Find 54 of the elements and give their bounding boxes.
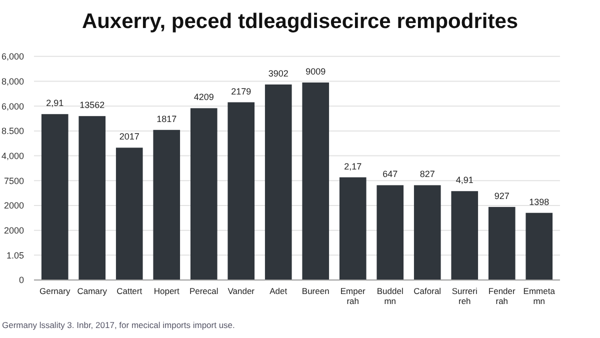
x-tick-label: Fender rah	[488, 286, 516, 306]
text: 2000	[4, 225, 24, 236]
annotation: 3902	[268, 68, 288, 78]
bar	[526, 212, 553, 280]
bar	[190, 108, 218, 280]
x-tick-label: Buddel mn	[376, 286, 404, 306]
x-tick-label: Emmeta mn	[523, 286, 556, 306]
bar	[339, 177, 366, 280]
chart-title: Auxerry, peced tdleagdisecirce rempodrites	[82, 10, 518, 33]
bar	[376, 185, 404, 280]
x-tick-label: Cattert	[116, 286, 143, 296]
annotation: 1817	[156, 114, 177, 124]
text: 2000	[4, 200, 24, 211]
annotation: 4209	[194, 92, 214, 102]
bar	[414, 185, 441, 280]
bar	[116, 148, 143, 280]
annotation: 9009	[306, 66, 326, 77]
text: Germany lssality 3. Inbr, 2017, for mecical imports import use.	[2, 320, 235, 330]
annotation: 2,17	[344, 161, 362, 172]
annotation: 2017	[119, 132, 140, 142]
annotation: 1398	[529, 196, 550, 207]
annotation: 13562	[80, 100, 105, 110]
text: 4,000	[1, 150, 24, 161]
text: 6,000	[1, 101, 24, 112]
bar	[451, 191, 478, 280]
annotation: 4,91	[456, 175, 474, 186]
annotation: 647	[382, 169, 398, 180]
annotation: 2179	[231, 86, 252, 96]
bar	[41, 114, 68, 280]
bar	[264, 84, 292, 280]
bar	[153, 130, 180, 280]
text: 7500	[4, 176, 24, 186]
x-tick-label: Camary	[77, 286, 108, 296]
x-tick-label: Gernary	[40, 286, 71, 296]
x-tick-label: Perecal	[189, 286, 218, 296]
x-tick-label: Caforal	[414, 286, 442, 296]
x-tick-label: Surreri reh	[452, 286, 478, 306]
text: 0	[18, 275, 24, 286]
annotation: 2,91	[46, 98, 64, 108]
bar	[302, 82, 330, 280]
x-tick-label: Vander	[228, 286, 255, 296]
text: 8.500	[1, 126, 24, 136]
text: 1.05	[6, 250, 24, 260]
annotation: 827	[420, 169, 435, 180]
bar	[228, 102, 255, 280]
annotation: 927	[494, 190, 510, 201]
text: 8,000	[1, 76, 24, 86]
bar	[78, 116, 106, 280]
x-tick-label: Bureen	[302, 286, 330, 296]
x-tick-label: Emper rah	[340, 286, 366, 306]
bar	[488, 206, 516, 280]
x-tick-label: Adet	[270, 286, 288, 296]
x-tick-label: Hopert	[154, 286, 180, 296]
text: 6,000	[1, 52, 24, 62]
